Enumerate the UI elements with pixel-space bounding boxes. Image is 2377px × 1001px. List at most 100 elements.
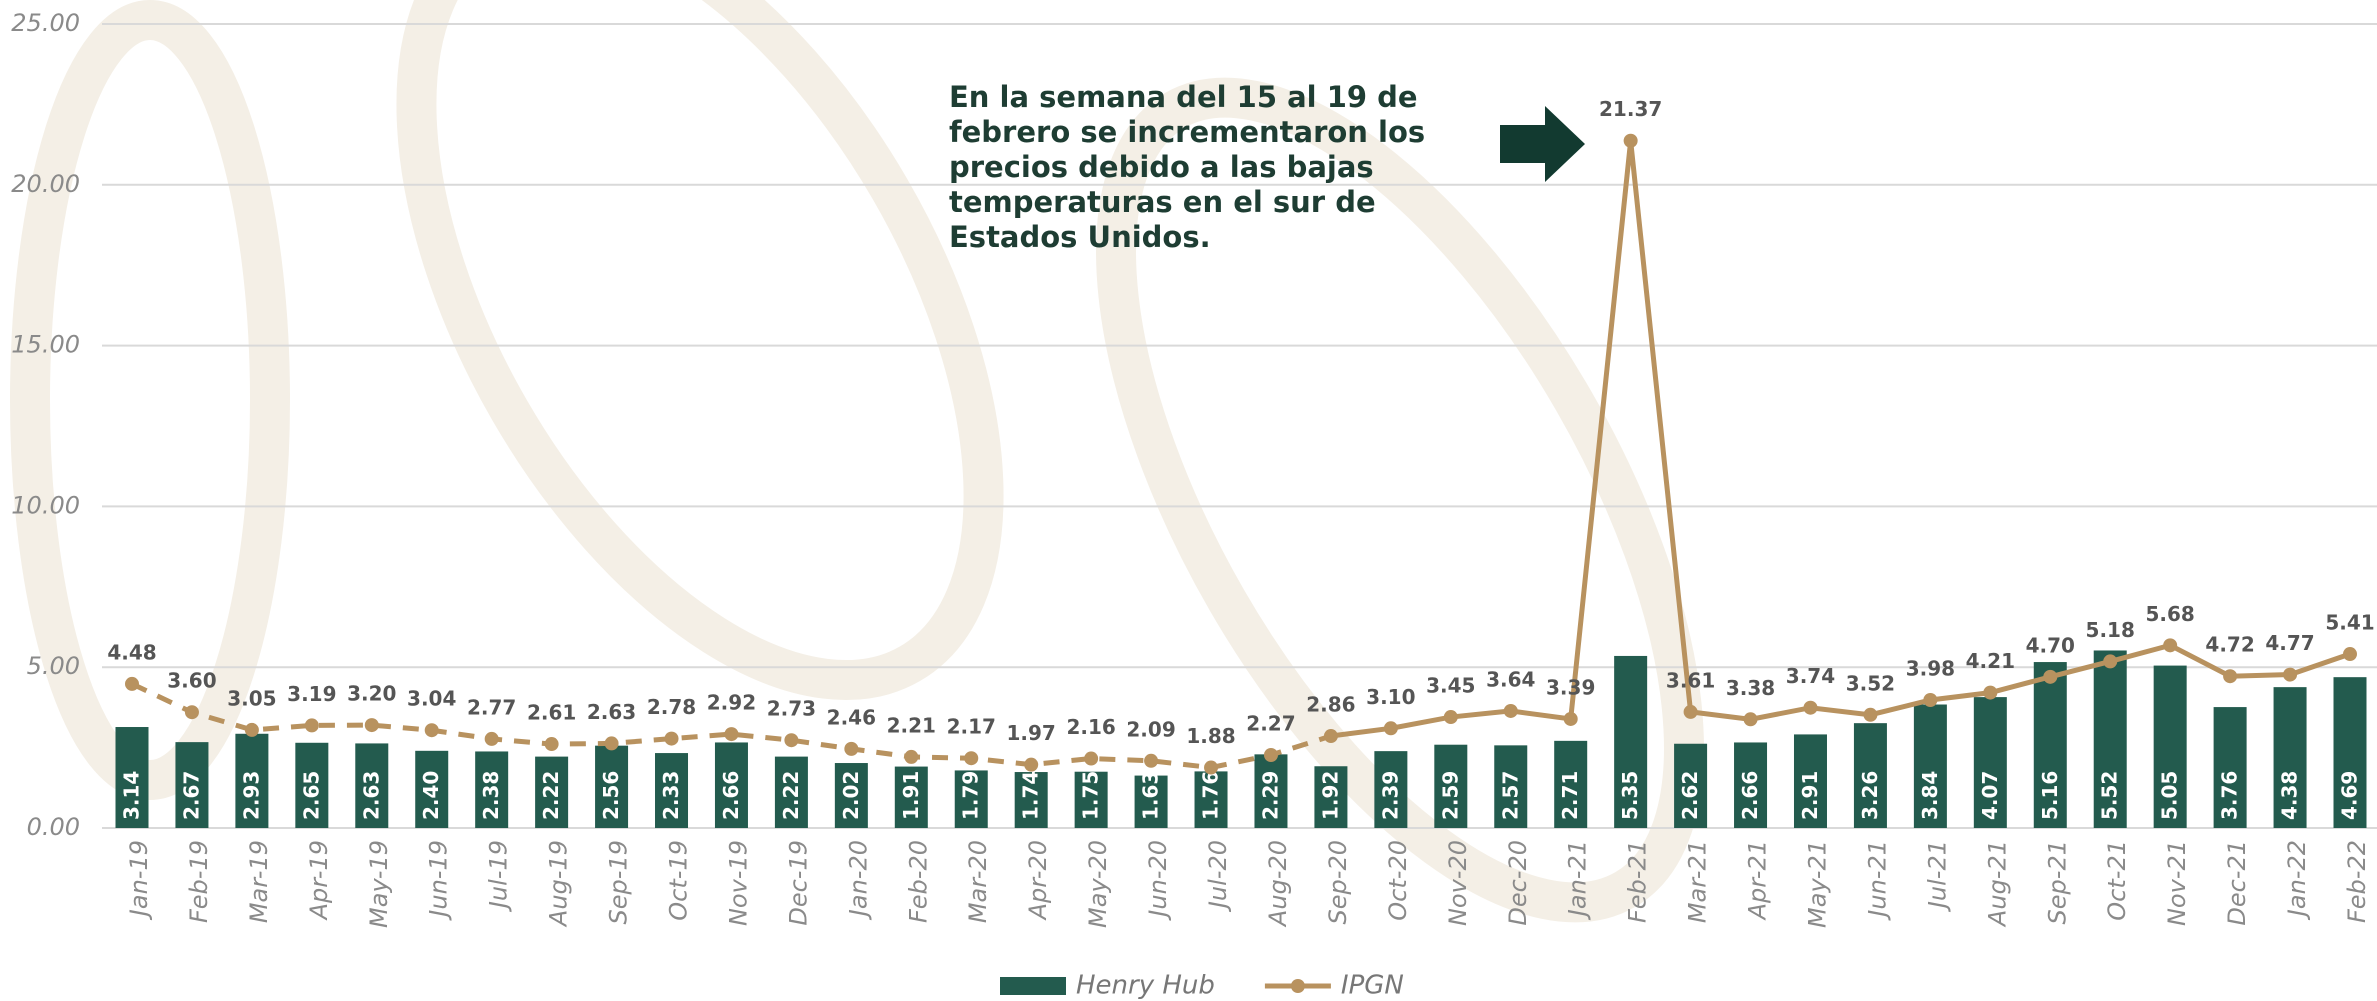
line-point [1743, 712, 1758, 727]
x-tick-label: Jul-20 [1204, 840, 1232, 912]
bar [1674, 743, 1708, 828]
x-tick-label: Oct-19 [665, 840, 693, 921]
line-value-label: 3.61 [1666, 668, 1715, 692]
bar-value-label: 3.26 [1858, 771, 1882, 820]
line-value-label: 2.61 [527, 701, 576, 725]
line-point [304, 718, 319, 733]
line-point [2223, 669, 2238, 684]
line-point [724, 727, 739, 742]
bar-value-label: 2.22 [779, 771, 803, 820]
x-tick-label: Nov-21 [2163, 840, 2191, 926]
bar-value-label: 2.33 [659, 771, 683, 820]
bar [2333, 677, 2367, 828]
line-value-label: 2.09 [1126, 717, 1175, 741]
line-point [184, 705, 199, 720]
line-value-label: 3.98 [1906, 657, 1955, 681]
line-point [2043, 669, 2058, 684]
bar [475, 751, 509, 828]
x-tick-label: Sep-19 [605, 840, 633, 924]
bar-value-label: 2.02 [839, 771, 863, 820]
y-tick-label: 20.00 [11, 170, 80, 198]
bar [2153, 665, 2187, 828]
bar [595, 745, 629, 828]
bar [1614, 655, 1648, 828]
bar [1434, 744, 1468, 828]
line-point [1144, 753, 1159, 768]
bar [1014, 772, 1048, 828]
bar [1734, 742, 1768, 828]
bar [1314, 766, 1348, 828]
legend-swatch [1290, 979, 1305, 993]
bar-value-label: 2.59 [1438, 771, 1462, 820]
x-tick-label: Nov-19 [724, 840, 752, 926]
line-value-label: 1.88 [1186, 724, 1235, 748]
bar-value-label: 2.39 [1378, 771, 1402, 820]
legend-swatch [1000, 977, 1066, 995]
bar-value-label: 5.05 [2158, 771, 2182, 820]
x-tick-label: Aug-19 [545, 840, 573, 928]
x-tick-label: Jun-21 [1863, 840, 1891, 921]
line-value-label: 5.68 [2145, 602, 2194, 626]
annotation: En la semana del 15 al 19 de febrero se … [949, 80, 1426, 254]
line-value-label: 2.46 [827, 705, 876, 729]
line-point [664, 731, 679, 746]
line-value-label: 4.70 [2026, 633, 2075, 657]
bar [2213, 707, 2247, 828]
line-value-label: 3.52 [1846, 671, 1895, 695]
line-point [364, 718, 379, 733]
x-tick-label: Mar-21 [1684, 840, 1712, 923]
y-tick-label: 10.00 [11, 491, 80, 519]
legend-label: Henry Hub [1076, 971, 1215, 1001]
x-tick-label: Dec-21 [2223, 840, 2251, 926]
x-tick-label: Jul-21 [1923, 840, 1951, 912]
bar [415, 750, 449, 828]
bar [1793, 734, 1827, 828]
line-point [904, 749, 919, 764]
bar-value-label: 2.57 [1498, 771, 1522, 820]
line-point [484, 731, 499, 746]
line-value-label: 2.27 [1246, 711, 1295, 735]
bar-value-label: 2.29 [1258, 771, 1282, 820]
x-tick-label: May-21 [1803, 840, 1831, 928]
bar-value-label: 1.75 [1079, 771, 1103, 820]
bar [1554, 740, 1588, 828]
x-tick-label: Oct-21 [2103, 840, 2131, 921]
line-value-label: 2.78 [647, 695, 696, 719]
line-value-label: 3.39 [1546, 675, 1595, 699]
bar-value-label: 2.66 [1738, 771, 1762, 820]
bar [115, 727, 149, 828]
line-point [1443, 710, 1458, 725]
line-point [2343, 647, 2357, 662]
line-value-label: 2.73 [767, 697, 816, 721]
line-point [424, 723, 439, 738]
bar [2093, 650, 2127, 828]
bar [655, 753, 689, 828]
line-value-label: 3.38 [1726, 676, 1775, 700]
x-tick-label: Dec-20 [1504, 840, 1532, 926]
bar-value-label: 2.66 [719, 771, 743, 820]
x-tick-label: Apr-20 [1024, 840, 1052, 921]
line-point [1263, 747, 1278, 762]
x-tick-label: Oct-20 [1384, 840, 1412, 921]
x-tick-label: Aug-20 [1264, 840, 1292, 928]
x-tick-label: Jan-22 [2283, 840, 2311, 920]
bar-value-label: 2.65 [299, 771, 323, 820]
x-tick-label: Aug-21 [1983, 840, 2011, 928]
bar [1254, 754, 1288, 828]
background-decor [10, 0, 1704, 923]
bar-value-label: 2.56 [599, 771, 623, 820]
bar-value-label: 1.92 [1318, 771, 1342, 820]
bar-value-label: 1.76 [1199, 771, 1223, 820]
line-point [1623, 133, 1638, 148]
bar [2273, 687, 2307, 828]
bar [894, 766, 928, 828]
bar-value-label: 5.16 [2038, 771, 2062, 820]
line-point [1024, 757, 1039, 772]
y-tick-label: 25.00 [11, 9, 80, 37]
line-value-label: 2.17 [947, 715, 996, 739]
line-point [604, 736, 619, 751]
bar-value-label: 2.63 [359, 771, 383, 820]
x-tick-label: May-20 [1084, 840, 1112, 928]
